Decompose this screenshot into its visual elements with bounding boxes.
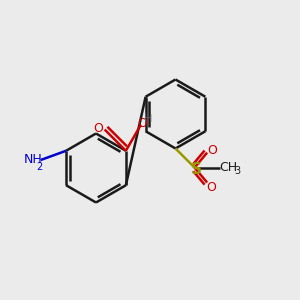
Text: O: O bbox=[93, 122, 103, 134]
Text: H: H bbox=[144, 114, 153, 124]
Text: O: O bbox=[206, 182, 216, 194]
Text: O: O bbox=[137, 117, 147, 130]
Text: CH: CH bbox=[219, 161, 237, 174]
Text: 2: 2 bbox=[36, 162, 42, 172]
Text: O: O bbox=[207, 144, 217, 157]
Text: 3: 3 bbox=[234, 166, 240, 176]
Text: S: S bbox=[190, 162, 202, 177]
Text: NH: NH bbox=[24, 154, 43, 166]
